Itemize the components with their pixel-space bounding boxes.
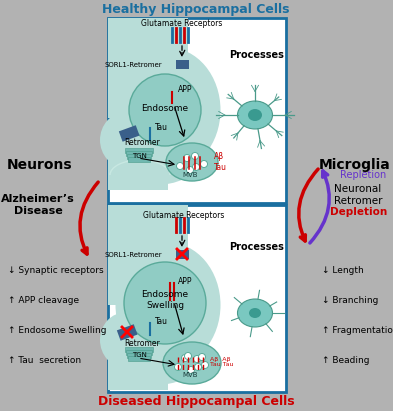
Text: ↓ Synaptic receptors: ↓ Synaptic receptors: [8, 266, 104, 275]
Bar: [127, 353, 151, 358]
Text: APP: APP: [178, 277, 193, 286]
Bar: [128, 157, 150, 162]
Ellipse shape: [124, 262, 206, 344]
Text: Retromer: Retromer: [124, 138, 160, 146]
Ellipse shape: [163, 342, 221, 384]
Ellipse shape: [191, 152, 198, 159]
Ellipse shape: [193, 356, 200, 363]
Text: ↑ APP cleavage: ↑ APP cleavage: [8, 296, 79, 305]
Ellipse shape: [248, 109, 262, 121]
Bar: [126, 350, 152, 355]
Ellipse shape: [176, 162, 184, 169]
Bar: [119, 125, 140, 142]
Text: Tau: Tau: [155, 122, 168, 132]
Bar: [108, 335, 168, 390]
Ellipse shape: [184, 155, 191, 162]
Text: Alzheimer’s
Disease: Alzheimer’s Disease: [1, 194, 75, 216]
Bar: [125, 148, 153, 153]
Ellipse shape: [195, 363, 202, 370]
Ellipse shape: [193, 164, 200, 171]
Text: Depletion: Depletion: [330, 207, 387, 217]
Text: ↑ Beading: ↑ Beading: [322, 356, 369, 365]
Ellipse shape: [249, 308, 261, 318]
Ellipse shape: [182, 355, 189, 362]
Bar: [117, 324, 138, 341]
Ellipse shape: [100, 312, 150, 367]
Text: Diseased Hippocampal Cells: Diseased Hippocampal Cells: [98, 395, 294, 407]
Ellipse shape: [116, 48, 220, 173]
Text: Processes: Processes: [230, 242, 285, 252]
Bar: [108, 18, 188, 118]
Text: Neuronal
Retromer: Neuronal Retromer: [334, 184, 382, 206]
Text: MVB: MVB: [182, 372, 198, 378]
Ellipse shape: [116, 242, 220, 367]
Text: TGN: TGN: [132, 352, 147, 358]
Text: Repletion: Repletion: [340, 170, 386, 180]
Ellipse shape: [202, 362, 209, 369]
Ellipse shape: [129, 74, 201, 146]
Text: SORL1-Retromer: SORL1-Retromer: [105, 62, 162, 68]
Ellipse shape: [237, 101, 272, 129]
Text: Glutamate Receptors: Glutamate Receptors: [141, 19, 223, 28]
Text: Endosome
Swelling: Endosome Swelling: [141, 290, 189, 310]
Ellipse shape: [174, 363, 182, 370]
Text: Processes: Processes: [230, 50, 285, 60]
Bar: [125, 347, 153, 352]
Ellipse shape: [115, 145, 195, 185]
Ellipse shape: [237, 299, 272, 327]
Text: Retromer: Retromer: [124, 339, 160, 347]
Ellipse shape: [198, 353, 206, 360]
Text: Aβ  Aβ
Tau Tau: Aβ Aβ Tau Tau: [210, 357, 233, 367]
Text: Neurons: Neurons: [7, 158, 73, 172]
FancyBboxPatch shape: [108, 205, 286, 392]
Text: ↓ Length: ↓ Length: [322, 266, 364, 275]
Ellipse shape: [166, 143, 218, 181]
Text: MVB: MVB: [182, 172, 198, 178]
Text: ↑ Fragmentation: ↑ Fragmentation: [322, 326, 393, 335]
Bar: [127, 154, 151, 159]
Text: Aβ
Tau: Aβ Tau: [214, 152, 227, 172]
Ellipse shape: [184, 353, 191, 360]
Text: TGN: TGN: [132, 153, 147, 159]
Bar: [176, 250, 189, 259]
Text: ↑ Endosome Swelling: ↑ Endosome Swelling: [8, 326, 107, 335]
Ellipse shape: [200, 161, 208, 168]
Ellipse shape: [100, 113, 150, 168]
Bar: [128, 356, 150, 361]
Ellipse shape: [187, 166, 193, 173]
Text: SORL1-Retromer: SORL1-Retromer: [105, 252, 162, 258]
Text: Healthy Hippocampal Cells: Healthy Hippocampal Cells: [102, 4, 290, 16]
Text: Endosome: Endosome: [141, 104, 189, 113]
Text: APP: APP: [178, 85, 193, 95]
FancyBboxPatch shape: [108, 18, 286, 203]
Bar: [108, 140, 168, 190]
Text: ↑ Tau  secretion: ↑ Tau secretion: [8, 356, 81, 365]
Ellipse shape: [187, 367, 195, 374]
Text: Tau: Tau: [155, 316, 168, 326]
Bar: [176, 60, 189, 69]
Text: Microglia: Microglia: [319, 158, 391, 172]
Bar: [126, 151, 152, 156]
Text: Glutamate Receptors: Glutamate Receptors: [143, 210, 225, 219]
Ellipse shape: [115, 345, 195, 385]
Text: ↓ Branching: ↓ Branching: [322, 296, 378, 305]
Bar: [108, 205, 188, 305]
